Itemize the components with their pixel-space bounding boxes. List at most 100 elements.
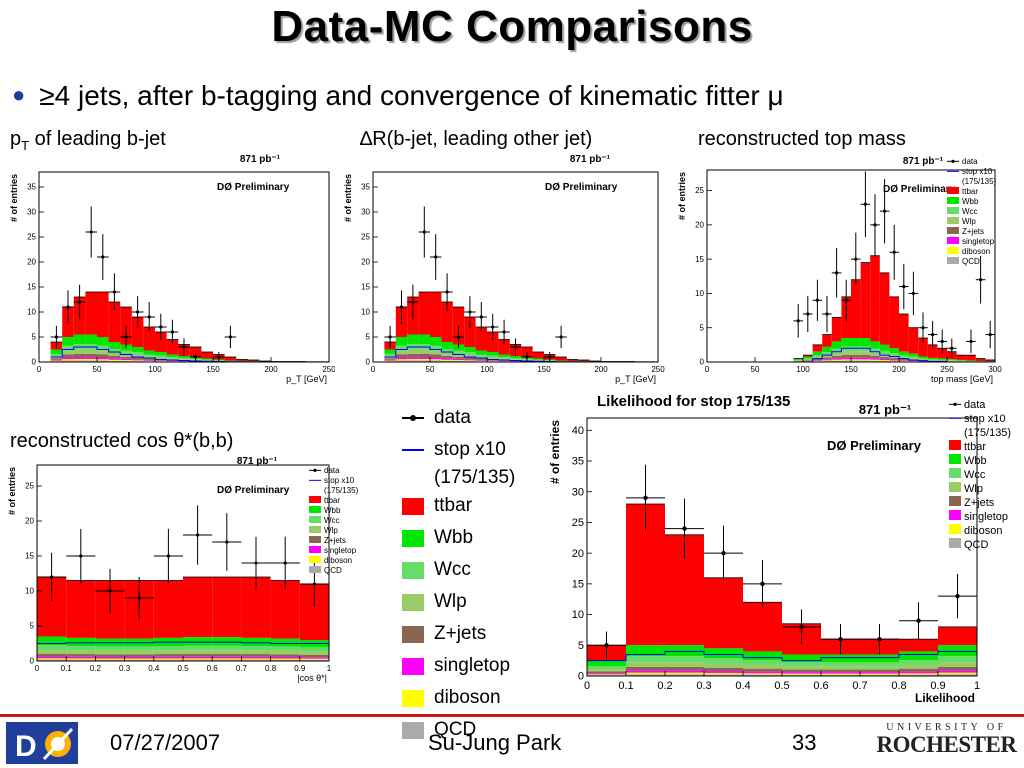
x-tick-label: 0.9 xyxy=(930,680,945,692)
bar-wcc xyxy=(441,349,453,353)
chart-mtop: 0 50 100 150 200 250 300 0 5 10 15 20 25 top mass [Ge… xyxy=(677,156,1002,384)
legend-entry-label: Wcc xyxy=(324,516,340,525)
bar-wlp xyxy=(464,355,476,358)
legend-large: data stop x10 (175/135) ttbar Wbb Wcc Wlp Z+jet… xyxy=(402,402,562,746)
bar-wbb xyxy=(938,645,977,657)
data-point xyxy=(159,325,163,329)
y-tick-label: 35 xyxy=(27,183,36,192)
bar-wcc xyxy=(124,646,154,651)
bar-wbb xyxy=(155,352,167,356)
data-point xyxy=(721,550,726,556)
bar-qcd xyxy=(73,360,86,362)
legend-row-signal-cont: (175/135) xyxy=(402,466,562,490)
bar-diboson xyxy=(183,658,213,660)
legend-row-signal: stop x10 xyxy=(402,434,562,466)
data-point xyxy=(411,300,415,304)
bar-wcc xyxy=(841,346,851,352)
legend-data-label: data xyxy=(324,466,340,475)
legend-swatch xyxy=(402,657,424,675)
bar-ttbar xyxy=(831,317,842,342)
bar-qcd xyxy=(120,360,132,362)
data-point xyxy=(491,325,495,329)
data-point xyxy=(147,315,151,319)
bar-diboson xyxy=(831,359,842,361)
bar-qcd xyxy=(37,659,67,661)
footer-date: 07/27/2007 xyxy=(110,730,221,755)
x-tick-label: 0.1 xyxy=(61,664,73,673)
bar-wcc xyxy=(178,358,190,360)
luminosity-label: 871 pb⁻¹ xyxy=(240,154,281,165)
bar-wbb xyxy=(587,660,626,667)
bar-singletop xyxy=(66,656,96,659)
bar-wcc xyxy=(299,647,329,652)
y-tick-label: 30 xyxy=(27,208,36,217)
y-tick-label: 5 xyxy=(700,323,705,332)
plot-frame xyxy=(372,171,659,363)
svg-text:D: D xyxy=(15,730,37,763)
bar-wbb xyxy=(860,338,871,347)
bar-wlp xyxy=(183,650,213,654)
preliminary-label: DØ Preliminary xyxy=(827,438,922,453)
x-tick-label: 0.5 xyxy=(177,664,189,673)
bar-singletop xyxy=(498,360,510,362)
bar-wlp xyxy=(860,351,871,355)
bar-singletop xyxy=(299,657,329,659)
bar-wbb xyxy=(178,356,190,359)
bar-wlp xyxy=(841,351,851,355)
data-point xyxy=(979,278,983,282)
preliminary-label: DØ Preliminary xyxy=(217,182,290,193)
data-point xyxy=(911,291,915,296)
bar-singletop xyxy=(860,357,871,360)
bar-zjets xyxy=(124,654,154,657)
legend-swatch xyxy=(402,561,424,579)
legend-entry-label: Z+jets xyxy=(434,623,487,644)
bar-ttbar xyxy=(985,359,995,362)
bar-ttbar xyxy=(879,272,890,345)
bar-wcc xyxy=(899,660,938,665)
bar-wbb xyxy=(395,337,408,346)
data-point xyxy=(806,312,810,316)
bar-wlp xyxy=(66,650,96,655)
bar-wlp xyxy=(85,349,97,354)
y-tick-label: 15 xyxy=(361,283,370,292)
bar-wcc xyxy=(937,359,947,361)
signal-line xyxy=(37,641,329,644)
legend-row-zjets: Z+jets xyxy=(402,618,562,650)
bar-qcd xyxy=(62,360,74,362)
x-tick-label: 0 xyxy=(37,365,42,374)
legend-entry-label: Z+jets xyxy=(962,227,984,236)
bar-ttbar xyxy=(155,332,167,352)
preliminary-label: DØ Preliminary xyxy=(883,184,956,195)
bar-ttbar xyxy=(430,292,442,337)
bar-diboson xyxy=(879,360,890,361)
bar-qcd xyxy=(743,674,782,676)
y-tick-label: 25 xyxy=(572,517,584,529)
legend-entry-label: Z+jets xyxy=(324,536,346,545)
bar-diboson xyxy=(85,358,97,361)
bar-ttbar xyxy=(860,262,871,338)
bar-diboson xyxy=(124,658,154,660)
bar-diboson xyxy=(441,359,453,361)
legend-swatch xyxy=(402,721,424,739)
panel-label-cos: reconstructed cos θ*(b,b) xyxy=(10,430,234,452)
legend-swatch xyxy=(402,497,424,515)
data-point xyxy=(988,332,992,337)
bar-ttbar xyxy=(803,355,813,357)
bar-zjets xyxy=(153,654,183,657)
bar-diboson xyxy=(860,673,899,675)
legend-entry-label: diboson xyxy=(434,687,501,708)
bar-wbb xyxy=(201,358,213,360)
chart-title: Likelihood for stop 175/135 xyxy=(597,393,790,410)
bar-zjets xyxy=(108,356,121,359)
x-tick-label: 0.6 xyxy=(207,664,219,673)
legend-row-ttbar: ttbar xyxy=(402,490,562,522)
bar-singletop xyxy=(812,360,823,361)
bar-singletop xyxy=(108,358,121,360)
bar-wbb xyxy=(927,357,938,360)
data-point xyxy=(525,355,529,359)
data-point xyxy=(513,345,518,349)
bar-qcd xyxy=(418,360,430,362)
bar-wcc xyxy=(782,662,821,667)
x-tick-label: 0.5 xyxy=(774,680,789,692)
y-tick-label: 15 xyxy=(27,283,36,292)
